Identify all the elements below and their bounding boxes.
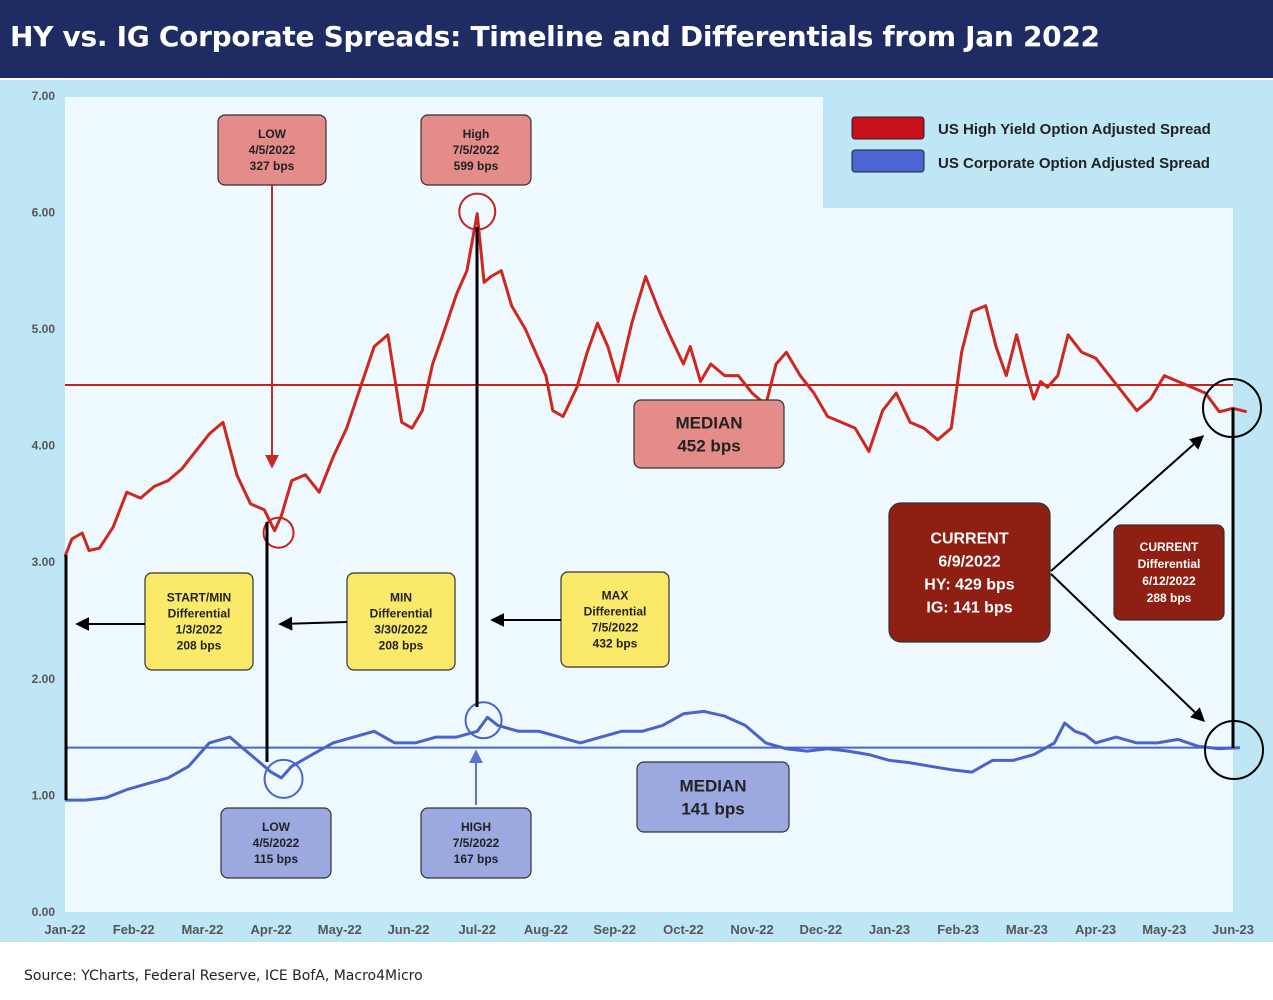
ig-low-box [220, 807, 332, 879]
ig-low-marker [263, 758, 304, 799]
ig-high-box [420, 807, 532, 879]
hy-median-box [633, 399, 785, 469]
start-min-box [144, 572, 254, 671]
x-tick-label: Mar-23 [1006, 922, 1048, 937]
current-box-text: CURRENT [930, 531, 1008, 548]
hy-high-box [420, 114, 532, 186]
y-tick-label: 5.00 [32, 322, 56, 336]
x-tick-label: Jun-23 [1212, 922, 1254, 937]
current-diff-box [1113, 524, 1225, 621]
x-tick-label: Apr-22 [251, 922, 292, 937]
legend-label-hy: US High Yield Option Adjusted Spread [938, 121, 1211, 138]
start-min-box-text: 208 bps [177, 639, 222, 653]
min-diff-box-text: 208 bps [379, 639, 424, 653]
legend-swatch-ig [851, 149, 925, 173]
x-tick-label: May-22 [318, 922, 362, 937]
current-diff-box-text: CURRENT [1140, 540, 1199, 554]
hy-low-marker [262, 516, 295, 549]
x-tick-label: Apr-23 [1075, 922, 1116, 937]
x-tick-label: Mar-22 [181, 922, 223, 937]
start-min-box-text: Differential [168, 607, 231, 621]
x-tick-label: Sep-22 [593, 922, 636, 937]
y-tick-label: 4.00 [32, 439, 56, 453]
source-note: Source: YCharts, Federal Reserve, ICE Bo… [24, 968, 423, 984]
y-tick-label: 3.00 [32, 555, 56, 569]
x-tick-label: Jul-22 [458, 922, 496, 937]
current-diff-box-text: Differential [1138, 557, 1201, 571]
current-ig-arrow [1050, 573, 1206, 722]
y-tick-label: 2.00 [32, 672, 56, 686]
y-tick-label: 0.00 [32, 905, 56, 919]
hy-low-box-text: LOW [258, 127, 287, 141]
current-box-text: HY: 429 bps [924, 577, 1015, 594]
ig-low-box-text: LOW [262, 820, 291, 834]
hy-median-box-text: MEDIAN [675, 413, 742, 432]
x-tick-label: Jan-23 [869, 922, 910, 937]
max-diff-box [560, 571, 670, 668]
x-tick-label: Feb-23 [937, 922, 979, 937]
min-diff-box-text: Differential [370, 607, 433, 621]
x-tick-label: Feb-22 [113, 922, 155, 937]
max-diff-box-text: 7/5/2022 [592, 621, 639, 635]
title-bar: HY vs. IG Corporate Spreads: Timeline an… [0, 0, 1273, 78]
hy-high-box-text: 7/5/2022 [453, 143, 500, 157]
current-box-text: 6/9/2022 [938, 554, 1000, 571]
plot-area [65, 97, 1233, 912]
x-tick-label: Aug-22 [524, 922, 568, 937]
legend-label-ig: US Corporate Option Adjusted Spread [938, 155, 1210, 172]
x-tick-label: May-23 [1142, 922, 1186, 937]
hy-high-box-text: 599 bps [454, 159, 499, 173]
x-tick-label: Dec-22 [799, 922, 842, 937]
min-diff-box-text: 3/30/2022 [374, 623, 428, 637]
ig-high-box-text: HIGH [461, 820, 491, 834]
hy-median-box-text: 452 bps [677, 436, 740, 455]
start-min-box-text: 1/3/2022 [176, 623, 223, 637]
ig-high-box-text: 7/5/2022 [453, 836, 500, 850]
x-tick-label: Nov-22 [730, 922, 773, 937]
min-diff-arrow [278, 616, 348, 631]
ig-median-box-text: MEDIAN [679, 776, 746, 795]
current-hy-arrow [1050, 435, 1205, 572]
ig-low-box-text: 115 bps [254, 852, 298, 866]
current-box [888, 502, 1051, 643]
min-diff-box-text: MIN [390, 591, 412, 605]
y-tick-label: 1.00 [32, 788, 56, 802]
ig-median-box-text: 141 bps [681, 799, 744, 818]
chart-title: HY vs. IG Corporate Spreads: Timeline an… [10, 20, 1100, 53]
max-diff-box-text: Differential [584, 605, 647, 619]
ig-low-box-text: 4/5/2022 [253, 836, 300, 850]
hy-low-box-text: 327 bps [250, 159, 295, 173]
max-diff-box-text: MAX [602, 589, 629, 603]
current-diff-box-text: 288 bps [1147, 591, 1192, 605]
ig-high-marker [464, 701, 503, 740]
start-min-box-text: START/MIN [167, 591, 231, 605]
x-tick-label: Jan-22 [44, 922, 85, 937]
legend-swatch-hy [851, 116, 925, 140]
ig-median-box [636, 761, 790, 833]
max-diff-box-text: 432 bps [593, 637, 638, 651]
y-tick-label: 6.00 [32, 205, 56, 219]
y-tick-label: 7.00 [32, 89, 56, 103]
min-diff-box [346, 572, 456, 671]
ig-high-box-text: 167 bps [454, 852, 499, 866]
current-diff-box-text: 6/12/2022 [1142, 574, 1196, 588]
ig-series-line [65, 709, 1240, 802]
x-tick-label: Jun-22 [388, 922, 430, 937]
current-box-text: IG: 141 bps [926, 600, 1012, 617]
hy-low-box-text: 4/5/2022 [249, 143, 296, 157]
x-tick-label: Oct-22 [663, 922, 703, 937]
hy-high-box-text: High [463, 127, 490, 141]
